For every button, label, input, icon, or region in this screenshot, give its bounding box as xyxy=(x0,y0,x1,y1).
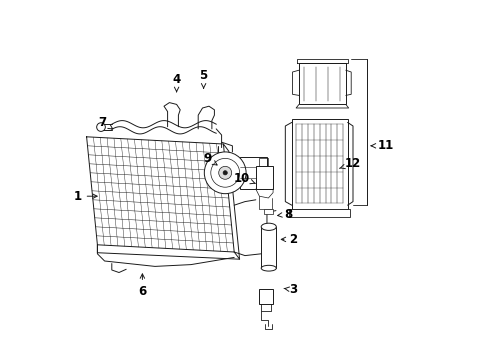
Bar xyxy=(289,209,350,217)
Bar xyxy=(261,227,276,268)
Bar xyxy=(292,119,347,209)
Ellipse shape xyxy=(261,223,276,230)
Text: 3: 3 xyxy=(284,283,297,296)
Bar xyxy=(299,63,346,104)
Text: 9: 9 xyxy=(203,152,217,165)
Text: 10: 10 xyxy=(233,172,255,185)
Circle shape xyxy=(219,166,232,179)
Text: 11: 11 xyxy=(371,139,393,152)
Circle shape xyxy=(223,171,227,175)
Bar xyxy=(265,209,273,214)
Polygon shape xyxy=(87,137,234,252)
Ellipse shape xyxy=(261,265,276,271)
Text: 4: 4 xyxy=(172,73,181,92)
Text: 7: 7 xyxy=(99,116,113,129)
Bar xyxy=(259,289,273,304)
Circle shape xyxy=(204,152,246,194)
Circle shape xyxy=(211,158,240,187)
Bar xyxy=(256,166,273,189)
Circle shape xyxy=(97,123,105,131)
Text: 1: 1 xyxy=(74,190,97,203)
Text: 5: 5 xyxy=(199,69,208,88)
Text: 8: 8 xyxy=(278,208,293,221)
Text: 2: 2 xyxy=(281,233,297,246)
Bar xyxy=(240,157,267,189)
Text: 6: 6 xyxy=(138,274,147,298)
Text: 12: 12 xyxy=(340,157,361,170)
